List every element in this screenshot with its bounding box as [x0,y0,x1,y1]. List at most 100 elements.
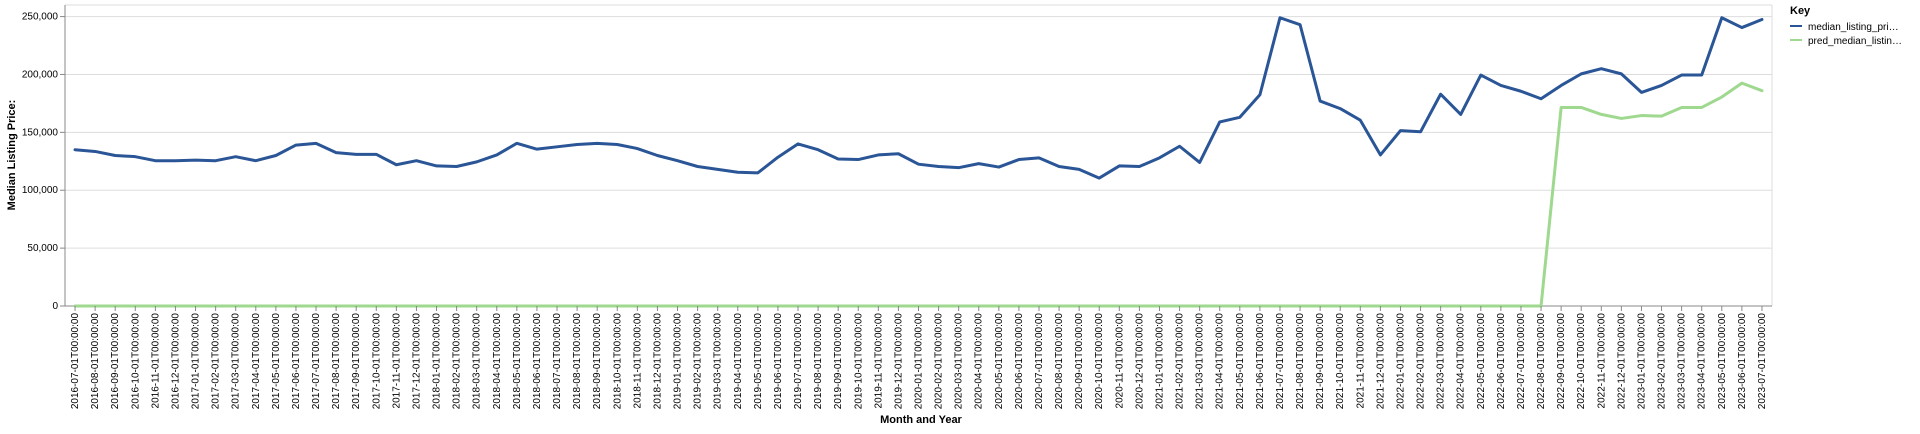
x-tick-label: 2019-10-01T00:00:00 [853,313,864,410]
x-tick-label: 2022-01-01T00:00:00 [1395,313,1406,410]
series-line-median-listing-price [73,16,1764,180]
x-tick-label: 2021-12-01T00:00:00 [1375,313,1386,410]
legend: Key median_listing_pri… pred_median_list… [1790,5,1902,47]
x-tick-label: 2019-05-01T00:00:00 [753,313,764,410]
x-tick-label: 2020-04-01T00:00:00 [974,313,985,410]
x-tick-label: 2018-10-01T00:00:00 [612,313,623,410]
x-tick-label: 2022-10-01T00:00:00 [1576,313,1587,410]
legend-label-median: median_listing_pri… [1808,22,1899,33]
x-tick-label: 2022-12-01T00:00:00 [1616,313,1627,410]
x-tick-label: 2019-02-01T00:00:00 [693,313,704,410]
x-axis-title: Month and Year [880,414,962,426]
x-tick-label: 2021-02-01T00:00:00 [1175,313,1186,410]
series-lines [73,16,1764,308]
x-tick-label: 2017-12-01T00:00:00 [411,313,422,410]
x-tick-label: 2023-01-01T00:00:00 [1636,313,1647,410]
x-tick-label: 2020-02-01T00:00:00 [934,313,945,410]
x-tick-label: 2019-08-01T00:00:00 [813,313,824,410]
x-tick-label: 2021-09-01T00:00:00 [1315,313,1326,410]
x-tick-label: 2022-09-01T00:00:00 [1556,313,1567,410]
x-tick-label: 2022-04-01T00:00:00 [1456,313,1467,410]
series-line-pred-median-listing-price [73,81,1764,308]
x-tick-label: 2022-02-01T00:00:00 [1416,313,1427,410]
x-tick-label: 2018-08-01T00:00:00 [572,313,583,410]
x-tick-label: 2021-08-01T00:00:00 [1295,313,1306,410]
x-tick-label: 2017-06-01T00:00:00 [291,313,302,410]
x-tick-label: 2019-12-01T00:00:00 [893,313,904,410]
x-tick-label: 2017-01-01T00:00:00 [191,313,202,410]
x-tick-label: 2020-12-01T00:00:00 [1134,313,1145,410]
x-tick-label: 2018-12-01T00:00:00 [652,313,663,410]
x-tick-label: 2021-03-01T00:00:00 [1195,313,1206,410]
x-tick-label: 2021-07-01T00:00:00 [1275,313,1286,410]
x-tick-label: 2016-10-01T00:00:00 [130,313,141,410]
legend-label-pred: pred_median_listin… [1808,36,1902,47]
x-tick-label: 2021-06-01T00:00:00 [1255,313,1266,410]
x-tick-label: 2023-02-01T00:00:00 [1657,313,1668,410]
x-tick-label: 2019-06-01T00:00:00 [773,313,784,410]
x-tick-label: 2016-07-01T00:00:00 [70,313,81,410]
x-tick-label: 2022-06-01T00:00:00 [1496,313,1507,410]
x-tick-label: 2019-11-01T00:00:00 [873,313,884,409]
x-tick-label: 2021-01-01T00:00:00 [1154,313,1165,410]
x-tick-label: 2019-01-01T00:00:00 [673,313,684,410]
x-tick-label: 2017-11-01T00:00:00 [391,313,402,409]
x-tick-label: 2020-01-01T00:00:00 [914,313,925,410]
x-tick-label: 2016-09-01T00:00:00 [110,313,121,410]
x-tick-label: 2022-03-01T00:00:00 [1436,313,1447,410]
x-tick-label: 2023-03-01T00:00:00 [1677,313,1688,410]
y-axis-title: Median Listing Price: [6,100,18,211]
x-axis-ticks: 2016-07-01T00:00:00 2016-08-01T00:00:00 20… [70,306,1768,409]
x-tick-label: 2020-07-01T00:00:00 [1034,313,1045,410]
x-tick-label: 2018-03-01T00:00:00 [472,313,483,410]
y-tick-label: 150,000 [22,127,59,138]
x-tick-label: 2017-03-01T00:00:00 [231,313,242,410]
x-tick-label: 2018-05-01T00:00:00 [512,313,523,410]
x-tick-label: 2017-05-01T00:00:00 [271,313,282,410]
x-tick-label: 2017-07-01T00:00:00 [311,313,322,410]
x-tick-label: 2019-07-01T00:00:00 [793,313,804,410]
x-tick-label: 2022-07-01T00:00:00 [1516,313,1527,410]
x-tick-label: 2023-04-01T00:00:00 [1697,313,1708,410]
x-tick-label: 2022-11-01T00:00:00 [1596,313,1607,409]
x-tick-label: 2020-10-01T00:00:00 [1094,313,1105,410]
x-tick-label: 2021-04-01T00:00:00 [1215,313,1226,410]
x-tick-label: 2020-08-01T00:00:00 [1054,313,1065,410]
x-tick-label: 2018-09-01T00:00:00 [592,313,603,410]
x-tick-label: 2019-04-01T00:00:00 [733,313,744,410]
axes [64,4,1773,307]
x-tick-label: 2020-11-01T00:00:00 [1114,313,1125,409]
x-tick-label: 2023-05-01T00:00:00 [1717,313,1728,410]
x-tick-label: 2017-09-01T00:00:00 [351,313,362,410]
y-tick-label: 0 [52,301,58,312]
x-tick-label: 2017-04-01T00:00:00 [251,313,262,410]
x-tick-label: 2021-05-01T00:00:00 [1235,313,1246,410]
x-tick-label: 2020-06-01T00:00:00 [1014,313,1025,410]
x-tick-label: 2021-11-01T00:00:00 [1355,313,1366,409]
x-tick-label: 2022-05-01T00:00:00 [1476,313,1487,410]
x-tick-label: 2018-11-01T00:00:00 [632,313,643,409]
x-tick-label: 2017-02-01T00:00:00 [211,313,222,410]
x-tick-label: 2022-08-01T00:00:00 [1536,313,1547,410]
y-tick-label: 100,000 [22,185,59,196]
x-tick-label: 2018-07-01T00:00:00 [552,313,563,410]
x-tick-label: 2023-06-01T00:00:00 [1737,313,1748,410]
x-tick-label: 2019-03-01T00:00:00 [713,313,724,410]
grid-lines [65,16,1772,307]
y-tick-label: 200,000 [22,69,59,80]
x-tick-label: 2018-02-01T00:00:00 [452,313,463,410]
x-tick-label: 2017-08-01T00:00:00 [331,313,342,410]
x-tick-label: 2016-11-01T00:00:00 [150,313,161,409]
x-tick-label: 2018-04-01T00:00:00 [492,313,503,410]
x-tick-label: 2017-10-01T00:00:00 [371,313,382,410]
y-axis-ticks: 0 50,000 100,000 150,000 200,000 250,000 [22,12,65,312]
x-tick-label: 2020-05-01T00:00:00 [994,313,1005,410]
x-tick-label: 2018-06-01T00:00:00 [532,313,543,410]
x-tick-label: 2023-07-01T00:00:00 [1757,313,1768,410]
x-tick-label: 2020-09-01T00:00:00 [1074,313,1085,410]
x-tick-label: 2020-03-01T00:00:00 [954,313,965,410]
x-tick-label: 2016-12-01T00:00:00 [170,313,181,410]
x-tick-label: 2019-09-01T00:00:00 [833,313,844,410]
